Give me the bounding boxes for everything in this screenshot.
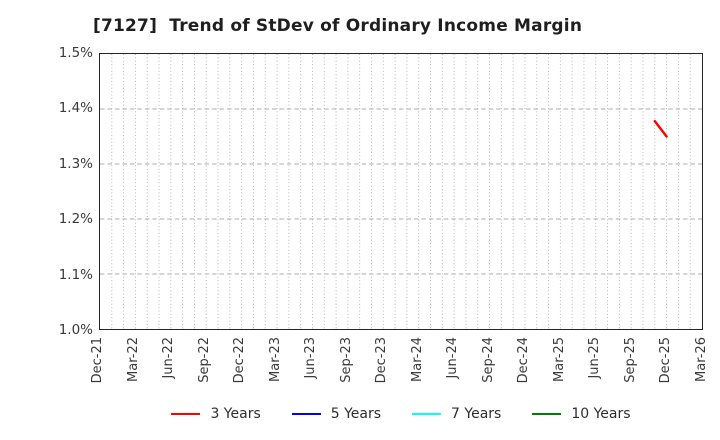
legend-line-swatch: [171, 413, 201, 415]
y-tick-label: 1.5%: [58, 45, 93, 61]
plot-canvas: [100, 54, 702, 329]
x-tick-label: Dec-25: [658, 337, 674, 384]
x-tick-label: Jun-22: [161, 337, 177, 379]
x-tick-label: Sep-25: [622, 337, 638, 383]
legend-item-3-years: 3 Years: [171, 406, 261, 422]
x-tick-label: Jun-24: [445, 337, 461, 379]
y-tick-label: 1.3%: [58, 155, 93, 172]
x-tick-label: Sep-24: [480, 337, 496, 383]
legend-item-7-years: 7 Years: [412, 406, 501, 422]
x-tick-label: Sep-23: [338, 337, 354, 383]
x-tick-label: Sep-22: [196, 337, 212, 383]
x-tick-label: Mar-24: [409, 337, 425, 382]
x-tick-label: Dec-24: [516, 337, 532, 384]
x-tick-label: Dec-22: [232, 337, 248, 384]
legend-item-5-years: 5 Years: [291, 406, 382, 422]
legend-label: 10 Years: [571, 406, 631, 422]
x-tick-label: Dec-23: [374, 337, 390, 384]
series-line-3-years: [653, 119, 668, 138]
x-tick-label: Mar-26: [694, 337, 709, 382]
x-tick-label: Jun-23: [303, 337, 319, 379]
legend-line-swatch: [291, 413, 321, 415]
x-tick-label: Jun-25: [587, 337, 603, 379]
plot-area: [99, 53, 703, 330]
chart-title: [7127] Trend of StDev of Ordinary Income…: [93, 16, 583, 36]
y-tick-label: 1.0%: [58, 322, 93, 338]
legend-label: 7 Years: [451, 406, 502, 422]
legend-label: 3 Years: [210, 406, 261, 422]
legend-line-swatch: [412, 413, 442, 415]
x-tick-label: Dec-21: [90, 337, 105, 384]
y-tick-label: 1.1%: [58, 266, 93, 283]
legend: 3 Years 5 Years 7 Years 10 Years: [99, 402, 703, 426]
y-tick-label: 1.2%: [58, 211, 93, 228]
legend-item-10-years: 10 Years: [532, 406, 631, 422]
x-tick-label: Mar-22: [125, 337, 141, 382]
x-tick-label: Mar-23: [267, 337, 283, 382]
legend-label: 5 Years: [330, 406, 382, 422]
y-tick-label: 1.4%: [58, 100, 93, 117]
legend-line-swatch: [532, 413, 562, 415]
x-tick-label: Mar-25: [551, 337, 567, 382]
